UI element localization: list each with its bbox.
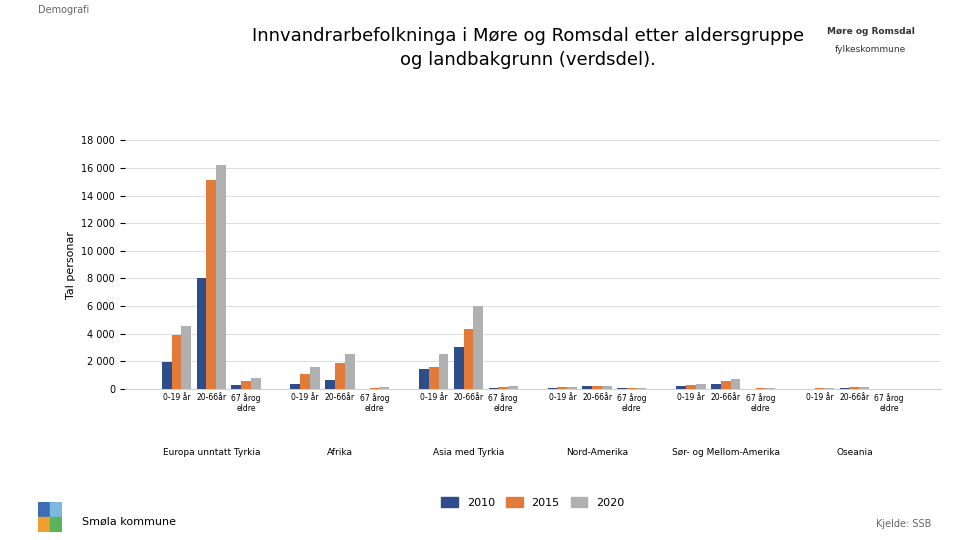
Bar [473,306,483,389]
Bar [567,387,577,389]
Bar [420,369,429,389]
Legend: 2010, 2015, 2020: 2010, 2015, 2020 [437,492,629,512]
Bar [310,367,320,389]
Bar [241,381,251,389]
Bar [251,379,261,389]
Bar [162,362,172,389]
Text: Kjelde: SSB: Kjelde: SSB [876,519,931,529]
Bar [548,388,558,389]
Bar [508,386,517,389]
Bar [325,380,335,389]
Bar [721,381,731,389]
Text: Afrika: Afrika [327,448,353,457]
Text: fylkeskommune: fylkeskommune [835,45,906,54]
Bar [636,388,646,389]
Bar [51,502,62,517]
Bar [825,388,834,389]
Text: Oseania: Oseania [836,448,873,457]
Bar [370,388,379,389]
Bar [38,502,51,517]
Bar [859,387,869,389]
Bar [231,384,241,389]
Bar [291,384,300,389]
Bar [498,387,508,389]
Bar [51,517,62,532]
Bar [345,354,354,389]
Text: Innvandrarbefolkninga i Møre og Romsdal etter aldersgruppe
og landbakgrunn (verd: Innvandrarbefolkninga i Møre og Romsdal … [252,27,804,69]
Bar [172,335,181,389]
Bar [765,388,775,389]
Text: Smøla kommune: Smøla kommune [82,516,176,526]
Bar [558,387,567,389]
Bar [216,165,226,389]
Bar [454,347,464,389]
Text: Asia med Tyrkia: Asia med Tyrkia [433,448,504,457]
Bar [592,386,602,389]
Bar [627,388,636,389]
Bar [300,374,310,389]
Bar [840,388,850,389]
Bar [731,379,740,389]
Bar [489,388,498,389]
Bar [38,517,51,532]
Bar [181,326,191,389]
Y-axis label: Tal personar: Tal personar [65,231,76,299]
Text: Møre og Romsdal: Møre og Romsdal [827,27,915,36]
Bar [197,278,206,389]
Bar [206,180,216,389]
Bar [583,386,592,389]
Bar [335,362,345,389]
Bar [711,384,721,389]
Text: Demografi: Demografi [38,5,89,16]
Bar [686,384,696,389]
Bar [464,329,473,389]
Text: Europa unntatt Tyrkia: Europa unntatt Tyrkia [162,448,260,457]
Bar [379,387,390,389]
Bar [696,384,706,389]
Bar [429,367,439,389]
Bar [676,386,686,389]
Bar [850,387,859,389]
Bar [602,386,612,389]
Bar [439,354,448,389]
Text: Nord-Amerika: Nord-Amerika [566,448,628,457]
Text: Sør- og Mellom-Amerika: Sør- og Mellom-Amerika [672,448,780,457]
